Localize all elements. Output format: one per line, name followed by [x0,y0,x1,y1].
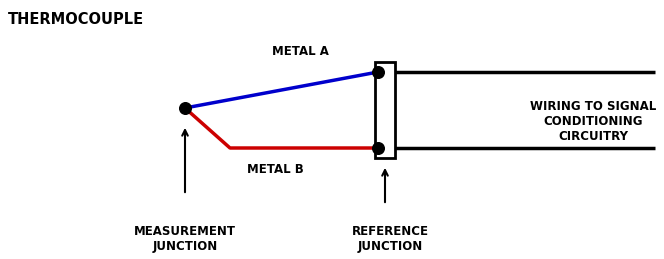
Bar [375,62,395,158]
Point [373,146,383,150]
Point [180,106,191,110]
Text: METAL A: METAL A [272,45,329,58]
Text: REFERENCE
JUNCTION: REFERENCE JUNCTION [351,225,428,253]
Point [373,70,383,74]
Text: THERMOCOUPLE: THERMOCOUPLE [8,12,144,27]
Text: MEASUREMENT
JUNCTION: MEASUREMENT JUNCTION [134,225,236,253]
Text: WIRING TO SIGNAL
CONDITIONING
CIRCUITRY: WIRING TO SIGNAL CONDITIONING CIRCUITRY [530,100,656,143]
Text: METAL B: METAL B [246,163,303,176]
